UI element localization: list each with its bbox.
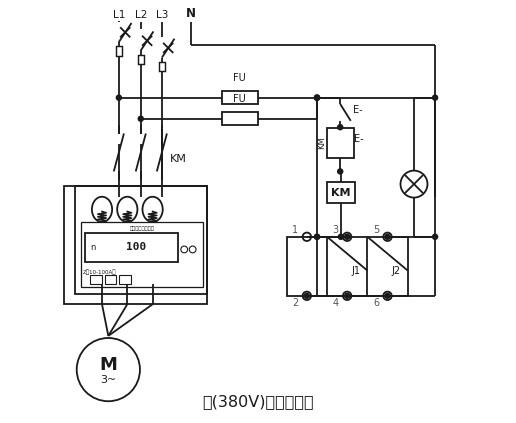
Text: FU: FU <box>234 73 246 83</box>
Text: KM: KM <box>317 136 326 149</box>
Text: 2: 2 <box>292 298 298 308</box>
Circle shape <box>116 95 121 100</box>
Bar <box>222 113 258 125</box>
Text: KM: KM <box>331 187 350 198</box>
Circle shape <box>338 234 343 239</box>
Text: 4: 4 <box>333 298 338 308</box>
Circle shape <box>432 95 438 100</box>
Text: L2: L2 <box>135 10 147 19</box>
Bar <box>138 55 144 64</box>
Bar <box>85 233 178 262</box>
Text: 100: 100 <box>125 242 146 253</box>
Circle shape <box>345 234 350 239</box>
Circle shape <box>385 293 390 298</box>
Text: 配(380V)一般接线图: 配(380V)一般接线图 <box>202 395 314 409</box>
Bar <box>327 182 355 203</box>
Circle shape <box>314 95 319 100</box>
Text: 5: 5 <box>373 225 379 235</box>
Circle shape <box>337 169 343 174</box>
Text: 电动机智能监控器: 电动机智能监控器 <box>130 226 155 231</box>
Circle shape <box>314 95 319 100</box>
Bar <box>75 186 207 294</box>
Bar <box>81 222 203 287</box>
Bar <box>327 128 353 157</box>
Bar <box>105 275 116 284</box>
Text: Z（10-100A）: Z（10-100A） <box>83 270 117 275</box>
Text: J1: J1 <box>351 266 360 275</box>
Bar <box>222 91 258 104</box>
Text: M: M <box>100 356 117 374</box>
Text: E-: E- <box>354 134 364 143</box>
Circle shape <box>314 234 319 239</box>
Text: 3~: 3~ <box>100 375 117 385</box>
Bar <box>90 275 102 284</box>
Circle shape <box>385 234 390 239</box>
Text: L3: L3 <box>156 10 168 19</box>
Text: E-: E- <box>353 105 362 115</box>
Text: 6: 6 <box>373 298 379 308</box>
Text: FU: FU <box>234 94 246 104</box>
Circle shape <box>304 293 310 298</box>
Circle shape <box>314 95 319 100</box>
Bar <box>159 62 165 71</box>
Text: J2: J2 <box>392 266 401 275</box>
Text: KM: KM <box>169 154 186 164</box>
Text: 1: 1 <box>292 225 298 235</box>
Circle shape <box>345 293 350 298</box>
Circle shape <box>337 125 343 130</box>
Text: n: n <box>90 243 95 252</box>
Circle shape <box>138 116 143 121</box>
Circle shape <box>314 234 319 239</box>
Bar <box>119 275 131 284</box>
Text: 3: 3 <box>333 225 338 235</box>
Bar <box>64 186 207 304</box>
Text: N: N <box>186 7 196 19</box>
Bar <box>287 237 408 296</box>
Circle shape <box>432 234 438 239</box>
Text: L1: L1 <box>112 10 125 19</box>
Bar <box>116 46 122 55</box>
